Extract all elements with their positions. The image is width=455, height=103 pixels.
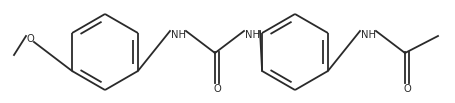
Text: O: O — [213, 84, 221, 94]
Text: O: O — [26, 34, 34, 44]
Text: O: O — [403, 84, 411, 94]
Text: NH: NH — [360, 30, 375, 40]
Text: NH: NH — [171, 30, 186, 40]
Text: NH: NH — [244, 30, 259, 40]
